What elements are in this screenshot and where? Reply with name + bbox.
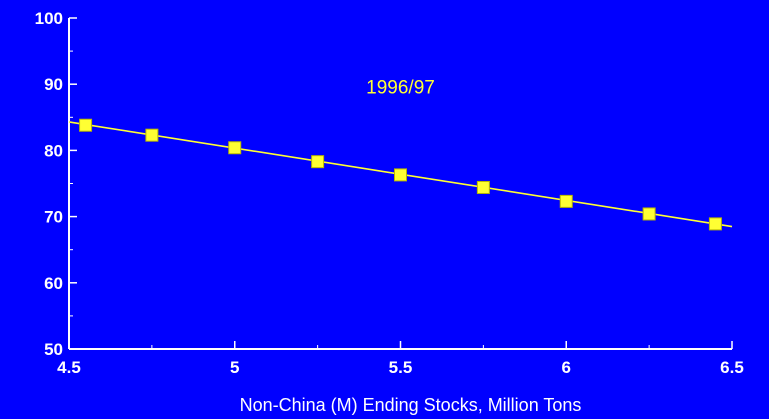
y-tick-label: 60 <box>44 274 63 293</box>
axes <box>68 17 733 350</box>
x-tick-label: 6 <box>562 358 571 377</box>
x-axis-title: Non-China (M) Ending Stocks, Million Ton… <box>240 395 582 415</box>
y-tick-label: 90 <box>44 75 63 94</box>
y-tick-label: 70 <box>44 208 63 227</box>
data-point <box>228 141 242 155</box>
data-point <box>311 155 325 169</box>
x-tick-label: 5.5 <box>389 358 413 377</box>
data-point <box>394 168 407 182</box>
data-point <box>145 128 159 142</box>
data-point <box>708 217 722 231</box>
y-tick-label: 100 <box>35 9 63 28</box>
data-point <box>476 180 490 194</box>
data-point <box>642 207 656 221</box>
data-point <box>559 194 573 208</box>
x-tick-label: 6.5 <box>720 358 744 377</box>
series <box>68 118 733 231</box>
tick-labels: 50 60 70 80 90 100 4.5 5 5.5 6 6.5 <box>35 9 744 377</box>
x-tick-label: 5 <box>230 358 239 377</box>
chart-annotation: 1996/97 <box>366 77 435 98</box>
y-tick-label: 80 <box>44 141 63 160</box>
data-point <box>79 118 93 132</box>
x-tick-label: 4.5 <box>57 358 81 377</box>
y-tick-label: 50 <box>44 340 63 359</box>
